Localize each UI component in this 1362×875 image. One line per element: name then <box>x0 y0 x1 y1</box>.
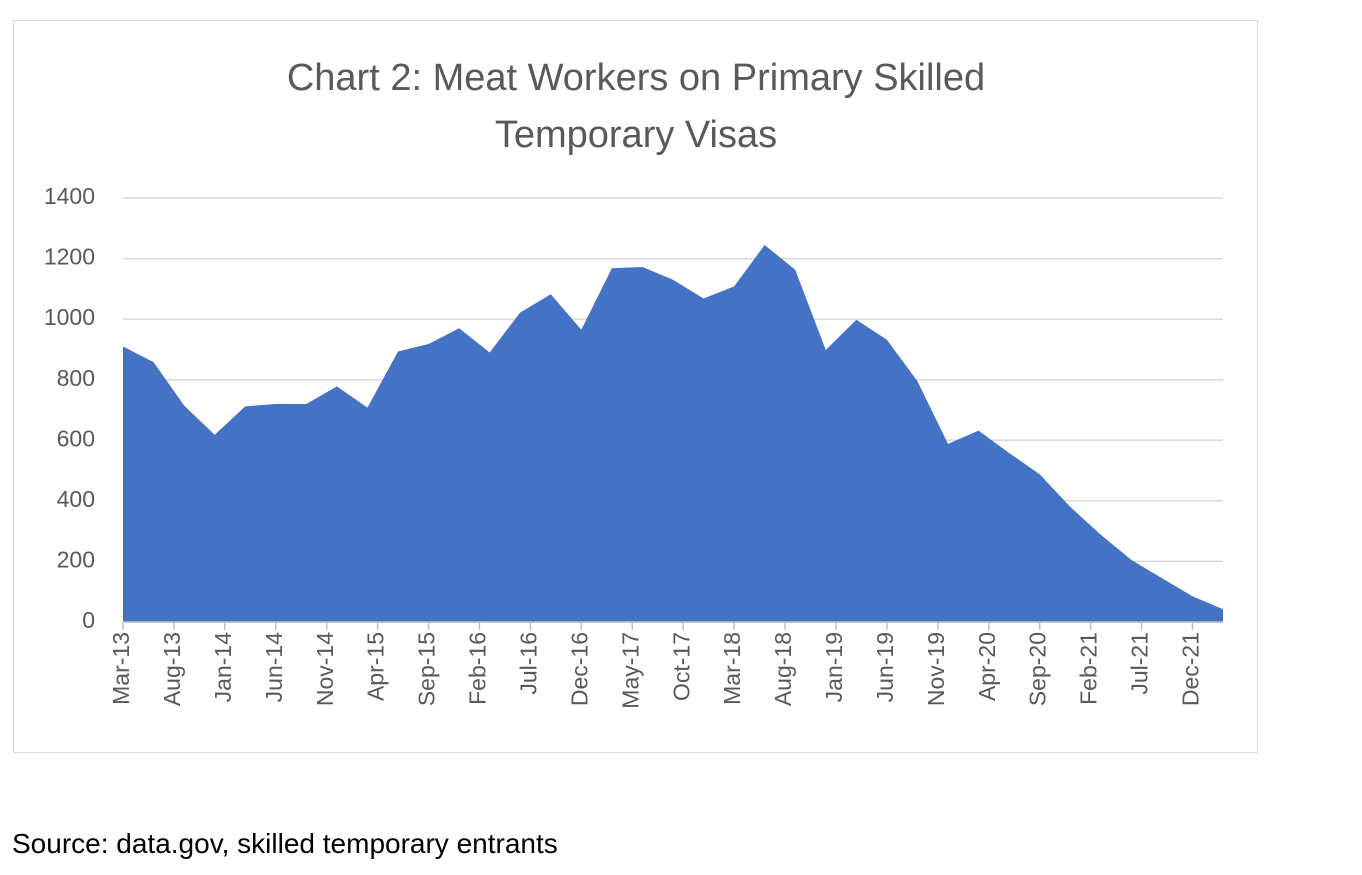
x-tick-label: Jul-16 <box>515 632 541 695</box>
y-tick-label: 1400 <box>44 183 95 209</box>
x-tick-label: Feb-16 <box>465 632 491 705</box>
y-tick-label: 400 <box>57 486 95 512</box>
x-tick-label: Dec-16 <box>566 632 592 706</box>
x-tick-label: Sep-20 <box>1025 632 1051 706</box>
x-tick-label: Mar-13 <box>108 632 134 705</box>
y-tick-label: 600 <box>57 425 95 451</box>
x-tick-label: Oct-17 <box>668 632 694 701</box>
source-note: Source: data.gov, skilled temporary entr… <box>12 828 558 859</box>
y-tick-label: 0 <box>82 607 95 633</box>
x-tick-label: Nov-19 <box>923 632 949 706</box>
x-tick-label: Sep-15 <box>414 632 440 706</box>
x-tick-label: Apr-15 <box>363 632 389 701</box>
chart-title: Chart 2: Meat Workers on Primary Skilled… <box>286 57 986 156</box>
x-tick-label: Jun-14 <box>261 632 287 703</box>
x-tick-label: Feb-21 <box>1076 632 1102 705</box>
y-tick-label: 200 <box>57 547 95 573</box>
y-tick-label: 1200 <box>44 244 95 270</box>
x-tick-label: Jan-14 <box>210 632 236 703</box>
x-tick-label: Apr-20 <box>974 632 1000 701</box>
chart-frame <box>13 20 1258 753</box>
area <box>123 244 1223 622</box>
x-tick-label: Aug-18 <box>770 632 796 706</box>
x-tick-label: May-17 <box>617 632 643 709</box>
x-tick-label: Aug-13 <box>159 632 185 706</box>
x-tick-label: Dec-21 <box>1178 632 1204 706</box>
x-tick-label: Nov-14 <box>312 632 338 706</box>
y-tick-label: 800 <box>57 365 95 391</box>
y-tick-label: 1000 <box>44 304 95 330</box>
x-tick-label: Jan-19 <box>821 632 847 702</box>
x-tick-label: Jul-21 <box>1127 632 1153 695</box>
chart: 0 200 400 600 800 1000 1200 1400 Mar-13 Aug-13 Jan… <box>44 183 1223 709</box>
x-tick-label: Mar-18 <box>719 632 745 705</box>
x-tick-label: Jun-19 <box>872 632 898 702</box>
